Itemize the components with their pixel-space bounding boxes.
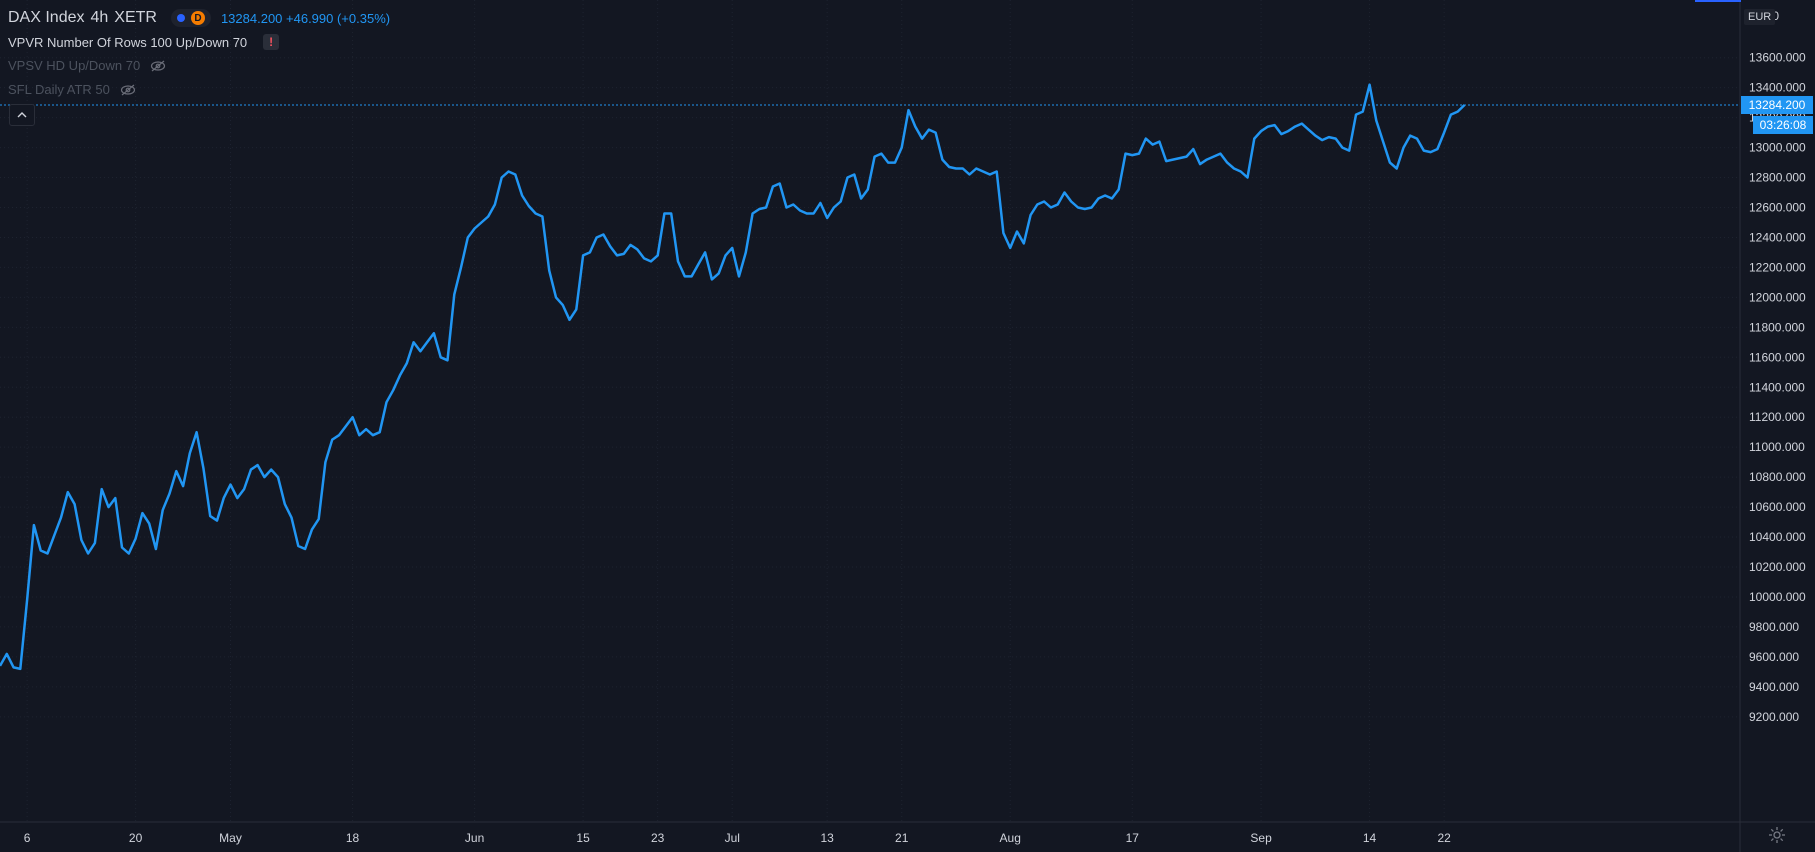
y-tick-label: 13400.000 bbox=[1749, 81, 1806, 95]
indicator-label: SFL Daily ATR 50 bbox=[8, 82, 110, 97]
x-tick-label: Aug bbox=[1000, 831, 1021, 845]
y-tick-label: 11200.000 bbox=[1749, 410, 1805, 424]
symbol-name[interactable]: DAX Index bbox=[8, 9, 85, 26]
x-tick-label: 22 bbox=[1437, 831, 1451, 845]
y-tick-label: 12000.000 bbox=[1749, 290, 1806, 304]
y-tick-label: 12200.000 bbox=[1749, 260, 1806, 274]
last-values: 13284.200 +46.990 (+0.35%) bbox=[220, 10, 391, 26]
x-tick-label: 18 bbox=[346, 831, 360, 845]
market-status-icon bbox=[176, 14, 185, 22]
y-tick-label: 11400.000 bbox=[1749, 380, 1805, 394]
hidden-eye-icon[interactable] bbox=[120, 84, 136, 96]
indicator-vpvr[interactable]: VPVR Number Of Rows 100 Up/Down 70 ! bbox=[8, 34, 280, 50]
price-line-layer bbox=[0, 83, 1740, 671]
y-tick-label: 10000.000 bbox=[1749, 590, 1806, 604]
y-tick-label: 9200.000 bbox=[1749, 710, 1799, 724]
currency-label[interactable]: EUR bbox=[1744, 9, 1776, 25]
x-tick-label: 14 bbox=[1363, 831, 1377, 845]
exchange-label: XETR bbox=[114, 9, 157, 26]
current-price-tag: 13284.200 bbox=[1741, 96, 1813, 114]
x-tick-label: 13 bbox=[820, 831, 834, 845]
x-tick-label: 15 bbox=[576, 831, 590, 845]
y-tick-label: 11600.000 bbox=[1749, 350, 1805, 364]
interval-label[interactable]: 4h bbox=[90, 9, 109, 26]
price-axis[interactable]: 9200.000 9400.000 9600.000 9800.000 10000.00… bbox=[1739, 0, 1806, 852]
warning-icon[interactable]: ! bbox=[263, 34, 280, 50]
hidden-eye-icon[interactable] bbox=[150, 60, 166, 72]
x-tick-label: 17 bbox=[1126, 831, 1140, 845]
bar-countdown-tag: 03:26:08 bbox=[1753, 116, 1813, 134]
y-tick-label: 12600.000 bbox=[1749, 200, 1806, 214]
x-tick-label: Jun bbox=[465, 831, 484, 845]
gear-icon bbox=[1769, 827, 1785, 843]
y-tick-label: 9600.000 bbox=[1749, 650, 1799, 664]
data-type-badge: D bbox=[190, 11, 205, 25]
y-tick-label: 13600.000 bbox=[1749, 51, 1806, 65]
chart-grid bbox=[0, 0, 1740, 822]
chart-legend: DAX Index 4h XETR D 13284.200 +46.990 (+… bbox=[8, 9, 390, 27]
y-tick-label: 10600.000 bbox=[1749, 500, 1806, 514]
y-tick-label: 11800.000 bbox=[1749, 320, 1805, 334]
x-tick-label: 23 bbox=[651, 831, 665, 845]
collapse-legend-button[interactable] bbox=[9, 104, 35, 126]
indicator-sfl-atr[interactable]: SFL Daily ATR 50 bbox=[8, 82, 136, 97]
market-status-pill[interactable]: D bbox=[170, 9, 211, 27]
y-tick-label: 10400.000 bbox=[1749, 530, 1806, 544]
x-tick-label: Sep bbox=[1250, 831, 1272, 845]
x-tick-label: 20 bbox=[129, 831, 143, 845]
y-tick-label: 12800.000 bbox=[1749, 171, 1806, 185]
x-tick-label: 6 bbox=[24, 831, 31, 845]
y-tick-label: 11000.000 bbox=[1749, 440, 1805, 454]
y-tick-label: 13000.000 bbox=[1749, 141, 1806, 155]
indicator-label: VPSV HD Up/Down 70 bbox=[8, 58, 141, 73]
y-tick-label: 10200.000 bbox=[1749, 560, 1806, 574]
x-tick-label: May bbox=[219, 831, 242, 845]
indicator-vpsv[interactable]: VPSV HD Up/Down 70 bbox=[8, 58, 166, 73]
y-tick-label: 12400.000 bbox=[1749, 230, 1806, 244]
time-axis[interactable]: 6 20 May 18 Jun 15 23 Jul 13 21 Aug 17 Sep 14 22 bbox=[0, 821, 1815, 845]
series-line-dax[interactable] bbox=[0, 83, 1466, 671]
chart-settings-button[interactable] bbox=[1768, 826, 1786, 849]
indicator-label: VPVR Number Of Rows 100 Up/Down 70 bbox=[8, 34, 248, 50]
x-tick-label: 21 bbox=[895, 831, 909, 845]
y-tick-label: 9800.000 bbox=[1749, 620, 1799, 634]
y-tick-label: 9400.000 bbox=[1749, 680, 1799, 694]
x-tick-label: Jul bbox=[725, 831, 740, 845]
chevron-up-icon bbox=[17, 112, 27, 118]
y-tick-label: 10800.000 bbox=[1749, 470, 1806, 484]
active-tab-indicator bbox=[1695, 0, 1741, 2]
